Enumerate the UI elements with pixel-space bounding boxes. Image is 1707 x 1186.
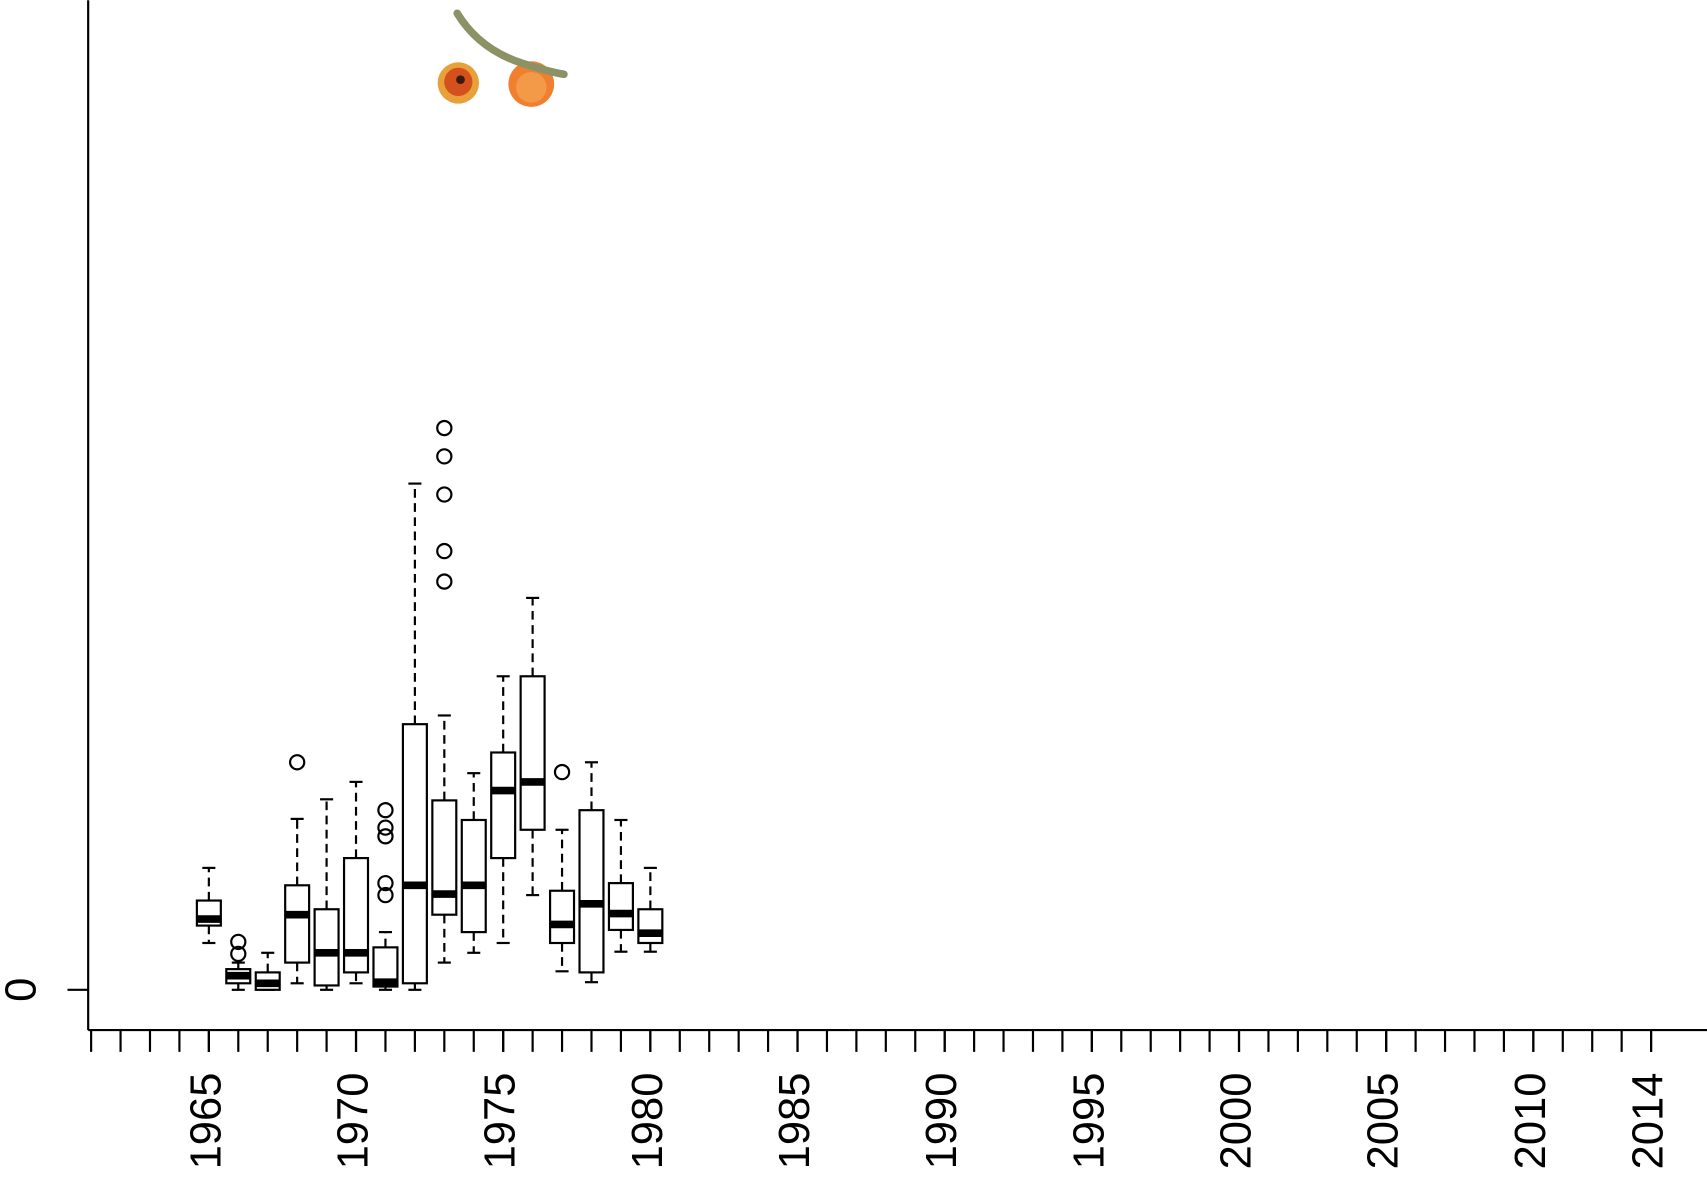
- outlier: [436, 542, 453, 560]
- box: [313, 908, 340, 987]
- x-tick-label: 1970: [330, 1073, 378, 1170]
- x-tick-label: 1990: [918, 1073, 966, 1170]
- outlier: [436, 448, 453, 465]
- x-tick-label: 2000: [1213, 1073, 1261, 1170]
- box: [519, 675, 546, 831]
- outlier: [377, 828, 394, 845]
- outlier: [230, 933, 247, 951]
- x-tick-label: 1975: [477, 1073, 525, 1170]
- box: [637, 908, 664, 945]
- x-tick-label: 1965: [182, 1073, 230, 1170]
- outlier: [436, 419, 453, 437]
- x-tick-label: 1985: [771, 1073, 819, 1170]
- outlier: [377, 819, 394, 836]
- box: [284, 884, 311, 964]
- y-tick-label: 0: [0, 978, 45, 1002]
- box: [372, 946, 399, 988]
- outlier: [436, 573, 453, 590]
- box: [431, 799, 458, 916]
- x-tick-label: 2014: [1625, 1073, 1673, 1170]
- box: [578, 809, 605, 974]
- outlier: [377, 874, 394, 892]
- x-tick-label: 2010: [1507, 1073, 1555, 1170]
- x-tick-label: 1980: [624, 1073, 672, 1170]
- larva-illustration: [437, 9, 568, 107]
- x-tick-label: 2005: [1360, 1073, 1408, 1170]
- box: [490, 751, 517, 860]
- box: [401, 723, 428, 985]
- outlier: [377, 886, 394, 904]
- outlier: [377, 802, 394, 819]
- outlier: [436, 486, 453, 503]
- box: [342, 856, 370, 974]
- outlier: [288, 754, 306, 771]
- box: [607, 882, 634, 932]
- outlier: [553, 763, 571, 781]
- x-tick-label: 1995: [1065, 1073, 1113, 1170]
- outlier: [230, 945, 247, 963]
- box: [460, 818, 487, 934]
- box: [548, 889, 576, 945]
